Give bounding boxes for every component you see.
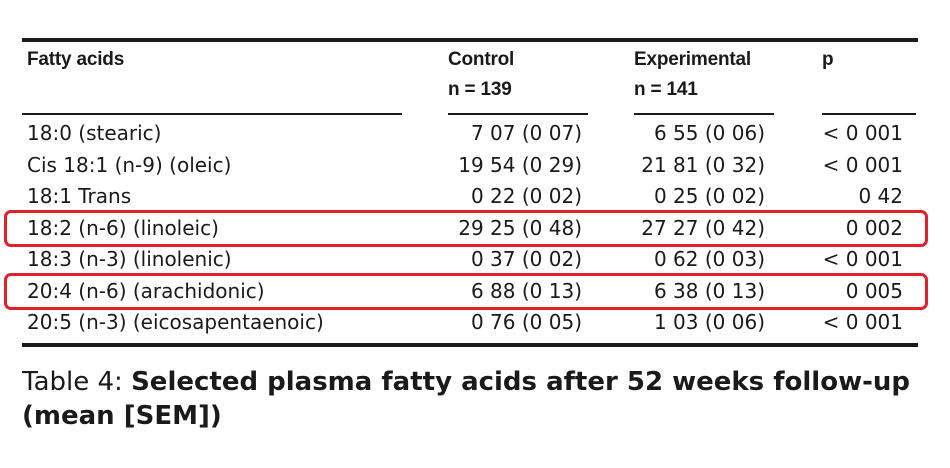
cell-fatty-acid: Cis 18:1 (n-9) (oleic) [27,152,232,177]
table-caption: Table 4: Selected plasma fatty acids aft… [22,365,922,433]
cell-p-value: 0 42 [858,184,903,208]
caption-label: Table 4: [22,367,132,397]
cell-control: 0 37 (0 02) [470,247,582,271]
cell-p-value: < 0 001 [822,152,903,177]
cell-fatty-acid: 20:4 (n-6) (arachidonic) [27,278,265,303]
cell-p-value: < 0 001 [822,121,903,145]
caption-title: Selected plasma fatty acids after 52 wee… [22,367,910,431]
cell-control: 29 25 (0 48) [458,215,582,240]
cell-p-value: 0 002 [845,215,903,240]
table-row: 18:1 Trans 0 22 (0 02) 0 25 (0 02) 0 42 [0,181,950,212]
header-p: p [822,49,834,70]
cell-fatty-acid: 20:5 (n-3) (eicosapentaenoic) [27,310,324,334]
table-row: 20:5 (n-3) (eicosapentaenoic) 0 76 (0 05)… [0,307,950,338]
table-row: 18:2 (n-6) (linoleic) 29 25 (0 48) 27 27 (… [0,213,950,244]
cell-experimental: 21 81 (0 32) [641,152,765,177]
cell-fatty-acid: 18:0 (stearic) [27,121,162,145]
cell-control: 0 22 (0 02) [470,184,582,208]
cell-control: 7 07 (0 07) [470,121,582,145]
cell-experimental: 6 38 (0 13) [653,278,765,303]
header-control-n: n = 139 [448,79,512,100]
table-top-rule [22,38,918,42]
table-bottom-rule [22,343,918,347]
cell-experimental: 0 62 (0 03) [653,247,765,271]
header-rule-experimental [634,113,774,115]
table-row: 18:3 (n-3) (linolenic) 0 37 (0 02) 0 62 (0… [0,244,950,275]
header-control: Control n = 139 [448,49,515,100]
cell-experimental: 6 55 (0 06) [653,121,765,145]
header-rule-p [822,113,916,115]
cell-p-value: < 0 001 [822,310,903,334]
cell-fatty-acid: 18:2 (n-6) (linoleic) [27,215,219,240]
cell-experimental: 27 27 (0 42) [641,215,765,240]
header-fatty-acids: Fatty acids [27,49,125,70]
header-experimental-n: n = 141 [634,79,698,100]
table-row: 18:0 (stearic) 7 07 (0 07) 6 55 (0 06) < 0 … [0,118,950,149]
header-rule-control [448,113,588,115]
cell-fatty-acid: 18:1 Trans [27,184,132,208]
cell-fatty-acid: 18:3 (n-3) (linolenic) [27,247,232,271]
table-row: 20:4 (n-6) (arachidonic) 6 88 (0 13) 6 38 … [0,276,950,307]
header-rule-fatty-acids [22,113,402,115]
header-experimental: Experimental n = 141 [634,49,751,100]
cell-control: 0 76 (0 05) [470,310,582,334]
cell-p-value: 0 005 [845,278,903,303]
cell-control: 6 88 (0 13) [470,278,582,303]
cell-p-value: < 0 001 [822,247,903,271]
cell-experimental: 1 03 (0 06) [653,310,765,334]
cell-control: 19 54 (0 29) [458,152,582,177]
table-row: Cis 18:1 (n-9) (oleic) 19 54 (0 29) 21 81 … [0,150,950,181]
cell-experimental: 0 25 (0 02) [653,184,765,208]
